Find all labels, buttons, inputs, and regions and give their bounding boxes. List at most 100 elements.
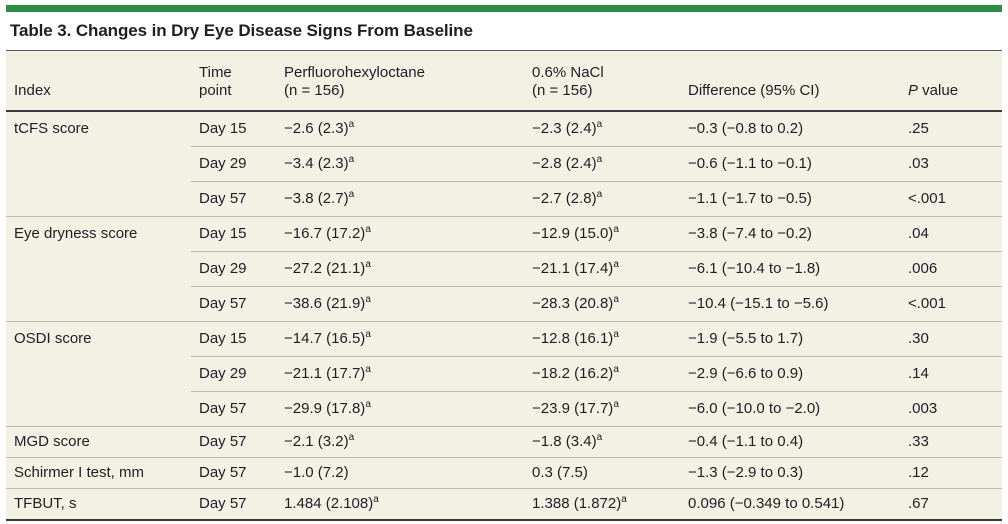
header-row: Index Time point Perfluorohexyloctane (n =… — [6, 51, 1002, 112]
footnote-marker: a — [621, 493, 627, 505]
table-row: Schirmer I test, mm Day 57 −1.0 (7.2) 0.3 (… — [6, 457, 1002, 489]
table-row: Day 57 −3.8 (2.7)a −2.7 (2.8)a −1.1 (−1.7 t… — [6, 181, 1002, 217]
cell-difference: −1.3 (−2.9 to 0.3) — [680, 457, 900, 489]
cell-control-value: −21.1 (17.4)a — [524, 251, 680, 287]
footnote-marker: a — [613, 363, 619, 375]
cell-p-value: .03 — [900, 146, 1002, 182]
cell-drug-value: −16.7 (17.2)a — [276, 216, 524, 252]
cell-difference: −0.3 (−0.8 to 0.2) — [688, 119, 804, 137]
cell-drug-value: −2.1 (3.2)a — [276, 426, 524, 458]
table-figure: Table 3. Changes in Dry Eye Disease Sign… — [6, 5, 1002, 521]
accent-bar — [6, 5, 1002, 12]
cell-control-value: −12.9 (15.0)a — [524, 216, 680, 252]
cell-index: OSDI score — [6, 321, 191, 357]
cell-drug-value: −21.1 (17.7)a — [276, 356, 524, 392]
footnote-marker: a — [613, 258, 619, 270]
cell-control-value: −2.3 (2.4)a — [532, 118, 603, 137]
cell-p-value: .30 — [900, 321, 1002, 357]
footnote-marker: a — [613, 293, 619, 305]
column-header-index: Index — [6, 51, 191, 112]
footnote-marker: a — [613, 328, 619, 340]
footnote-marker: a — [365, 328, 371, 340]
footnote-marker: a — [596, 118, 603, 130]
footnote-marker: a — [348, 431, 355, 443]
cell-difference: −6.0 (−10.0 to −2.0) — [680, 391, 900, 427]
column-header-p-value: P value — [900, 51, 1002, 112]
cell-difference: 0.096 (−0.349 to 0.541) — [680, 488, 900, 520]
footnote-marker: a — [365, 363, 371, 375]
column-header-time-point: Time point — [191, 51, 276, 112]
cell-difference: −6.1 (−10.4 to −1.8) — [680, 251, 900, 287]
table-row: Day 29 −3.4 (2.3)a −2.8 (2.4)a −0.6 (−1.1 t… — [6, 146, 1002, 182]
footnote-marker: a — [348, 153, 355, 165]
cell-p-value: .67 — [900, 488, 1002, 520]
cell-p-value: .12 — [900, 457, 1002, 489]
table-row: Day 57 −29.9 (17.8)a −23.9 (17.7)a −6.0 (−1… — [6, 391, 1002, 427]
cell-control-value: −28.3 (20.8)a — [524, 286, 680, 322]
cell-control-value: −18.2 (16.2)a — [524, 356, 680, 392]
cell-time-point: Day 29 — [191, 356, 276, 392]
cell-time-point: Day 57 — [191, 457, 276, 489]
footnote-marker: a — [596, 188, 603, 200]
cell-difference: −0.6 (−1.1 to −0.1) — [680, 146, 900, 182]
cell-difference: −3.8 (−7.4 to −0.2) — [680, 216, 900, 252]
cell-control-value: −23.9 (17.7)a — [524, 391, 680, 427]
table-row: TFBUT, s Day 57 1.484 (2.108)a 1.388 (1.872… — [6, 488, 1002, 520]
footnote-marker: a — [373, 493, 379, 505]
footnote-marker: a — [348, 188, 355, 200]
cell-time-point: Day 57 — [191, 426, 276, 458]
cell-control-value: −12.8 (16.1)a — [524, 321, 680, 357]
cell-drug-value: −38.6 (21.9)a — [276, 286, 524, 322]
cell-index: MGD score — [6, 426, 191, 458]
cell-time-point: Day 15 — [191, 216, 276, 252]
cell-index: tCFS score — [14, 120, 90, 137]
cell-control-value: 0.3 (7.5) — [524, 457, 680, 489]
cell-difference: −1.9 (−5.5 to 1.7) — [680, 321, 900, 357]
table-body: tCFS score Day 15 −2.6 (2.3)a −2.3 (2.4)a −0… — [6, 111, 1002, 520]
cell-drug-value: −3.4 (2.3)a — [276, 146, 524, 182]
footnote-marker: a — [596, 431, 603, 443]
table-row: Day 29 −27.2 (21.1)a −21.1 (17.4)a −6.1 (−1… — [6, 251, 1002, 287]
cell-control-value: −2.8 (2.4)a — [524, 146, 680, 182]
footnote-marker: a — [613, 398, 619, 410]
cell-p-value: .33 — [900, 426, 1002, 458]
cell-index — [6, 392, 191, 427]
cell-time-point: Day 57 — [191, 391, 276, 427]
cell-index: TFBUT, s — [6, 488, 191, 520]
cell-p-value: <.001 — [900, 286, 1002, 322]
cell-difference: −10.4 (−15.1 to −5.6) — [680, 286, 900, 322]
cell-p-value: .003 — [900, 391, 1002, 427]
table-row: OSDI score Day 15 −14.7 (16.5)a −12.8 (16.1… — [6, 321, 1002, 357]
cell-drug-value: −3.8 (2.7)a — [276, 181, 524, 217]
cell-control-value: 1.388 (1.872)a — [524, 488, 680, 520]
cell-drug-value: −1.0 (7.2) — [276, 457, 524, 489]
cell-drug-value: −2.6 (2.3)a — [284, 118, 355, 137]
cell-p-value: .14 — [900, 356, 1002, 392]
cell-time-point: Day 57 — [191, 488, 276, 520]
cell-time-point: Day 15 — [199, 119, 247, 137]
cell-index — [6, 357, 191, 392]
table-row: Day 29 −21.1 (17.7)a −18.2 (16.2)a −2.9 (−6… — [6, 356, 1002, 392]
cell-drug-value: −27.2 (21.1)a — [276, 251, 524, 287]
cell-difference: −0.4 (−1.1 to 0.4) — [680, 426, 900, 458]
footnote-marker: a — [365, 293, 371, 305]
cell-time-point: Day 57 — [191, 181, 276, 217]
cell-index — [6, 182, 191, 217]
results-table: Index Time point Perfluorohexyloctane (n =… — [6, 51, 1002, 521]
cell-index — [6, 252, 191, 287]
footnote-marker: a — [613, 223, 619, 235]
cell-time-point: Day 29 — [191, 251, 276, 287]
cell-drug-value: −14.7 (16.5)a — [276, 321, 524, 357]
cell-index — [6, 287, 191, 322]
footnote-marker: a — [348, 118, 355, 130]
table-row: Day 57 −38.6 (21.9)a −28.3 (20.8)a −10.4 (−… — [6, 286, 1002, 322]
cell-index — [6, 147, 191, 182]
cell-p-value: .04 — [900, 216, 1002, 252]
column-header-control-arm: 0.6% NaCl (n = 156) — [524, 51, 680, 112]
cell-control-value: −2.7 (2.8)a — [524, 181, 680, 217]
cell-p-value: .006 — [900, 251, 1002, 287]
cell-p-value: .25 — [908, 119, 929, 137]
cell-time-point: Day 29 — [191, 146, 276, 182]
cell-difference: −2.9 (−6.6 to 0.9) — [680, 356, 900, 392]
table-row: tCFS score Day 15 −2.6 (2.3)a −2.3 (2.4)a −0… — [6, 111, 1002, 147]
